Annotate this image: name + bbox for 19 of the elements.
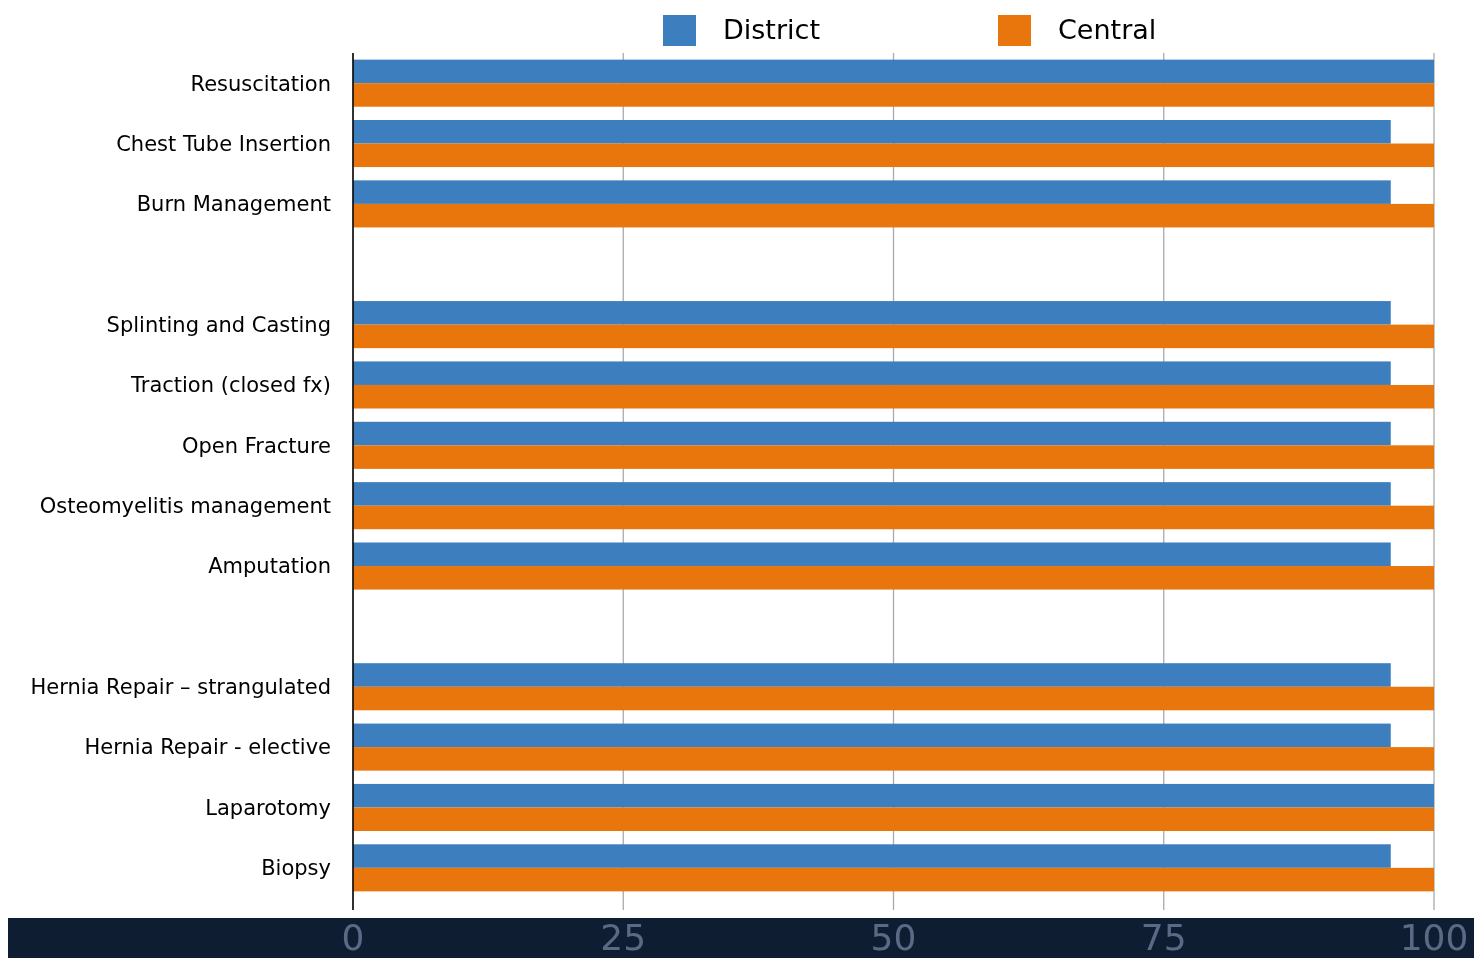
y-tick-label: Splinting and Casting	[106, 312, 331, 337]
y-tick-label: Amputation	[208, 554, 331, 579]
y-tick-label: Biopsy	[261, 856, 331, 881]
y-tick-label: Chest Tube Insertion	[116, 131, 331, 156]
y-tick-label: Osteomyelitis management	[39, 494, 331, 519]
x-tick-label: 25	[600, 917, 647, 958]
y-tick-label: Hernia Repair – strangulated	[30, 675, 331, 700]
x-tick-label: 0	[341, 917, 365, 958]
x-tick-label: 100	[1399, 917, 1469, 958]
y-tick-label: Traction (closed fx)	[130, 373, 331, 398]
x-tick-label: 50	[870, 917, 917, 958]
y-tick-label: Burn Management	[136, 192, 331, 217]
x-tick-label: 75	[1140, 917, 1187, 958]
legend-label: Central	[1058, 14, 1157, 46]
y-tick-label: Open Fracture	[182, 433, 331, 458]
y-tick-label: Resuscitation	[190, 71, 331, 96]
y-tick-label: Hernia Repair - elective	[84, 735, 331, 760]
y-tick-label: Laparotomy	[205, 795, 331, 820]
legend-label: District	[723, 14, 820, 46]
